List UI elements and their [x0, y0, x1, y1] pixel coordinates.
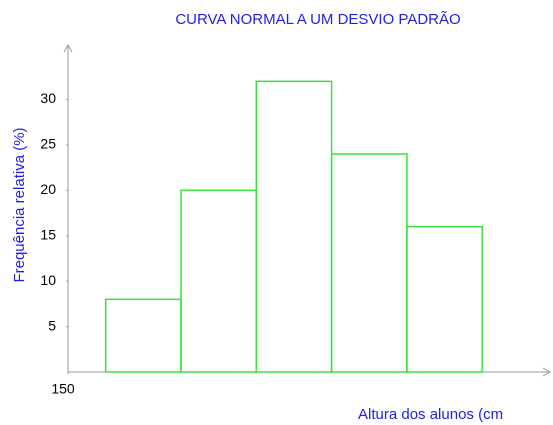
bar: [406, 225, 483, 373]
y-tick-label: 30: [40, 90, 56, 106]
y-tick-label: 10: [40, 272, 56, 288]
y-tick-label: 15: [40, 226, 56, 242]
x-tick-label: 150: [51, 381, 75, 397]
y-tick-label: 5: [48, 317, 56, 333]
chart-title: CURVA NORMAL A UM DESVIO PADRÃO: [175, 11, 460, 28]
y-axis-label: Frequência relativa (%): [11, 127, 28, 282]
bar: [180, 189, 258, 373]
y-tick-label: 20: [40, 181, 56, 197]
y-axis-arrow: [63, 43, 73, 53]
bar: [330, 153, 408, 373]
bar: [104, 298, 182, 373]
y-tick-label: 25: [40, 136, 56, 152]
bar: [255, 80, 333, 373]
x-axis-arrow: [542, 367, 552, 377]
x-axis-label: Altura dos alunos (cm: [358, 406, 503, 423]
